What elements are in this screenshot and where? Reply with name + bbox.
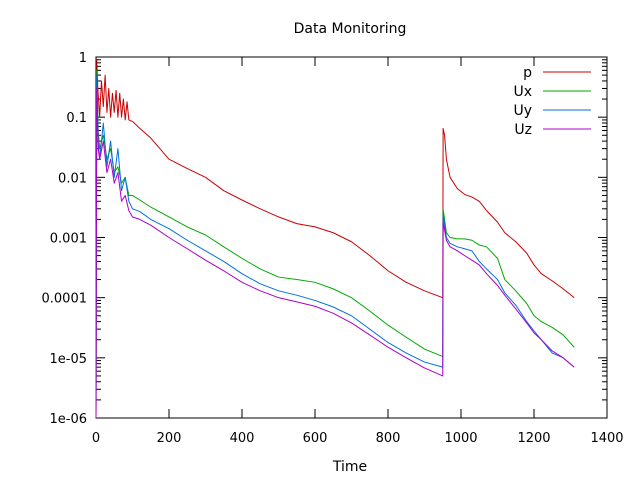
legend-label-uy: Uy	[513, 103, 532, 119]
legend-label-p: p	[523, 65, 532, 81]
y-tick-label: 0.1	[66, 111, 87, 126]
x-axis-title: Time	[332, 459, 367, 475]
x-tick-label: 1400	[590, 431, 623, 446]
y-tick-label: 0.001	[50, 232, 87, 247]
chart-title: Data Monitoring	[294, 21, 407, 37]
plot-area: 1e-06 1e-05 0.0001 0.001 0.01 0.1 1 0 200 400 600 8…	[42, 51, 624, 446]
x-tick-label: 0	[92, 431, 100, 446]
y-tick-label: 1e-06	[49, 412, 87, 427]
x-tick-label: 400	[230, 431, 255, 446]
x-tick-label: 1000	[444, 431, 477, 446]
x-tick-label: 1200	[517, 431, 550, 446]
x-tick-label: 200	[157, 431, 182, 446]
y-tick-label: 1	[79, 51, 87, 66]
y-tick-label: 1e-05	[49, 352, 87, 367]
y-tick-label: 0.0001	[42, 292, 88, 307]
y-tick-label: 0.01	[58, 171, 87, 186]
x-tick-label: 800	[376, 431, 401, 446]
legend-label-ux: Ux	[513, 84, 532, 100]
series-line-uz	[95, 87, 575, 419]
series-line-uy	[95, 74, 575, 419]
series-line-p	[95, 59, 575, 419]
legend-label-uz: Uz	[514, 122, 532, 138]
series-line-ux	[95, 69, 575, 419]
x-tick-label: 600	[303, 431, 328, 446]
